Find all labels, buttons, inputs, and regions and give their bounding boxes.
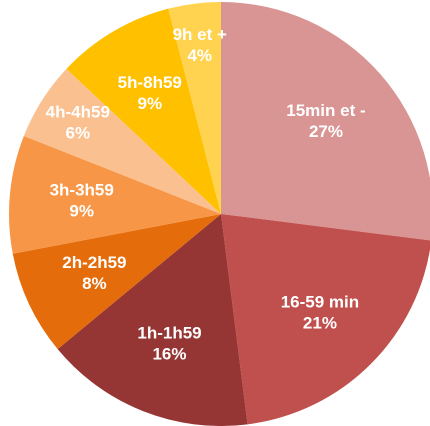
pie-slice [221,214,430,425]
slice-value-label: 4% [187,46,212,65]
slice-value-label: 6% [66,124,91,143]
slice-label: 2h-2h59 [62,253,126,272]
slice-value-label: 27% [309,122,343,141]
pie-slice [168,2,221,214]
pie-slice [57,214,248,426]
slice-label: 3h-3h59 [50,180,114,199]
slice-value-label: 9% [69,201,94,220]
slice-label: 4h-4h59 [46,103,110,122]
slice-value-label: 21% [303,313,337,332]
pie-slice [12,214,222,350]
pie-slice [23,68,221,215]
slice-label: 15min et - [286,101,365,120]
slice-value-label: 9% [137,94,162,113]
slice-label: 9h et + [173,25,227,44]
slice-label: 5h-8h59 [118,73,182,92]
slice-label: 16-59 min [281,292,359,311]
pie-slice [66,8,221,214]
pie-slice [9,135,221,254]
slice-label: 1h-1h59 [137,324,201,343]
pie-slice [221,2,430,241]
slice-value-label: 16% [152,345,186,364]
slice-value-label: 8% [82,274,107,293]
